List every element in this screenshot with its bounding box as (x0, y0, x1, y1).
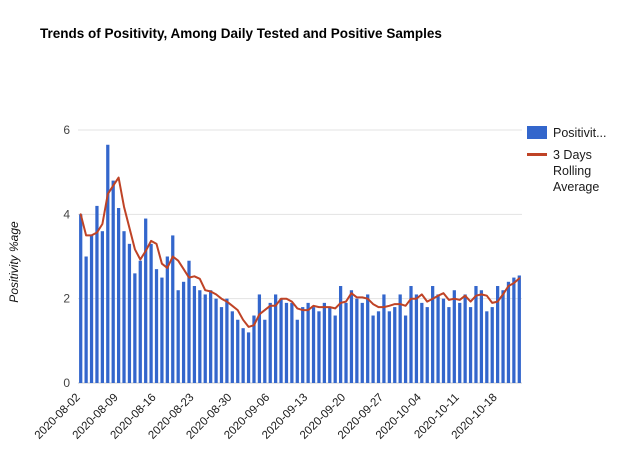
positivity-bar (214, 298, 218, 383)
legend-line-swatch-icon (527, 153, 547, 156)
positivity-bar (111, 180, 115, 383)
positivity-bar (338, 286, 343, 383)
positivity-bar (181, 281, 186, 383)
legend-item-positivity: Positivit... (527, 125, 609, 141)
positivity-bar (458, 302, 462, 383)
positivity-bar (355, 298, 359, 383)
positivity-bar (106, 144, 110, 383)
positivity-bar (468, 307, 473, 383)
legend-label-positivity: Positivit... (553, 126, 607, 140)
positivity-bar (344, 302, 348, 383)
positivity-bar (122, 231, 126, 383)
positivity-bar (149, 243, 153, 383)
y-tick-label: 2 (63, 292, 70, 306)
positivity-bar (116, 208, 121, 383)
positivity-bar (387, 311, 391, 383)
positivity-bar (268, 302, 272, 383)
plot-area: 02462020-08-022020-08-092020-08-162020-0… (33, 123, 522, 442)
positivity-bar (474, 286, 478, 383)
positivity-bar (420, 302, 424, 383)
positivity-bar (436, 294, 440, 383)
positivity-bar (241, 328, 245, 383)
positivity-bar (371, 315, 375, 383)
positivity-bar (382, 294, 386, 383)
positivity-bar (284, 302, 289, 383)
legend: Positivit... 3 Days Rolling Average (527, 125, 609, 201)
positivity-bar (246, 332, 251, 383)
positivity-bar (452, 290, 456, 383)
positivity-bar (311, 307, 316, 383)
positivity-bar (376, 311, 381, 383)
positivity-bar (84, 256, 88, 383)
rolling-average-line (79, 176, 521, 328)
y-tick-label: 4 (63, 207, 70, 221)
positivity-bar (171, 235, 175, 383)
positivity-bar (160, 277, 164, 383)
positivity-bar (512, 277, 516, 383)
positivity-bar (414, 294, 419, 383)
positivity-bar (517, 275, 521, 383)
positivity-bar (219, 307, 224, 383)
positivity-bar (176, 290, 180, 383)
positivity-bar (349, 290, 354, 383)
positivity-bar (165, 256, 169, 383)
legend-label-rolling-average: 3 Days Rolling Average (553, 148, 600, 194)
positivity-bar (295, 319, 299, 383)
legend-bar-swatch-icon (527, 126, 547, 139)
positivity-bar (322, 302, 326, 383)
positivity-bar (463, 294, 467, 383)
positivity-bar (290, 302, 294, 383)
positivity-bar (393, 307, 397, 383)
y-tick-label: 6 (63, 123, 70, 137)
positivity-bar (306, 302, 310, 383)
positivity-bar (138, 260, 142, 383)
positivity-bar (95, 205, 99, 383)
positivity-bar (328, 307, 332, 383)
positivity-bar (403, 315, 408, 383)
positivity-bar (490, 307, 494, 383)
positivity-bar (89, 235, 94, 383)
positivity-bar (496, 286, 500, 383)
positivity-bar (127, 243, 132, 383)
positivity-bar (230, 311, 234, 383)
positivity-bar (333, 315, 337, 383)
positivity-bar (501, 290, 505, 383)
positivity-bar (506, 281, 511, 383)
positivity-bar (441, 298, 446, 383)
positivity-bar (133, 273, 137, 383)
positivity-bar (479, 290, 484, 383)
positivity-bar (144, 218, 148, 383)
positivity-bar (100, 231, 104, 383)
y-axis-title: Positivity %age (7, 221, 21, 303)
positivity-bar (485, 311, 489, 383)
positivity-bar (447, 307, 451, 383)
positivity-bar (225, 298, 229, 383)
positivity-bar (301, 307, 305, 383)
positivity-bar (274, 294, 278, 383)
positivity-bar (236, 319, 240, 383)
positivity-bar (79, 214, 83, 383)
positivity-bar (279, 298, 283, 383)
positivity-bar (398, 294, 402, 383)
positivity-bar (257, 294, 262, 383)
positivity-bar (317, 311, 321, 383)
positivity-bar (425, 307, 429, 383)
positivity-bar (252, 315, 256, 383)
positivity-bar (198, 290, 202, 383)
positivity-bar (187, 260, 191, 383)
positivity-bar (366, 294, 370, 383)
positivity-bar (192, 286, 197, 383)
positivity-bar (409, 286, 413, 383)
positivity-bar (431, 286, 435, 383)
y-tick-label: 0 (63, 376, 70, 390)
positivity-bar (209, 290, 213, 383)
positivity-bar (360, 302, 364, 383)
positivity-bar (203, 294, 207, 383)
chart-title: Trends of Positivity, Among Daily Tested… (40, 26, 442, 41)
legend-item-rolling-average: 3 Days Rolling Average (527, 147, 609, 195)
positivity-bar (263, 319, 267, 383)
positivity-bar (154, 269, 159, 383)
